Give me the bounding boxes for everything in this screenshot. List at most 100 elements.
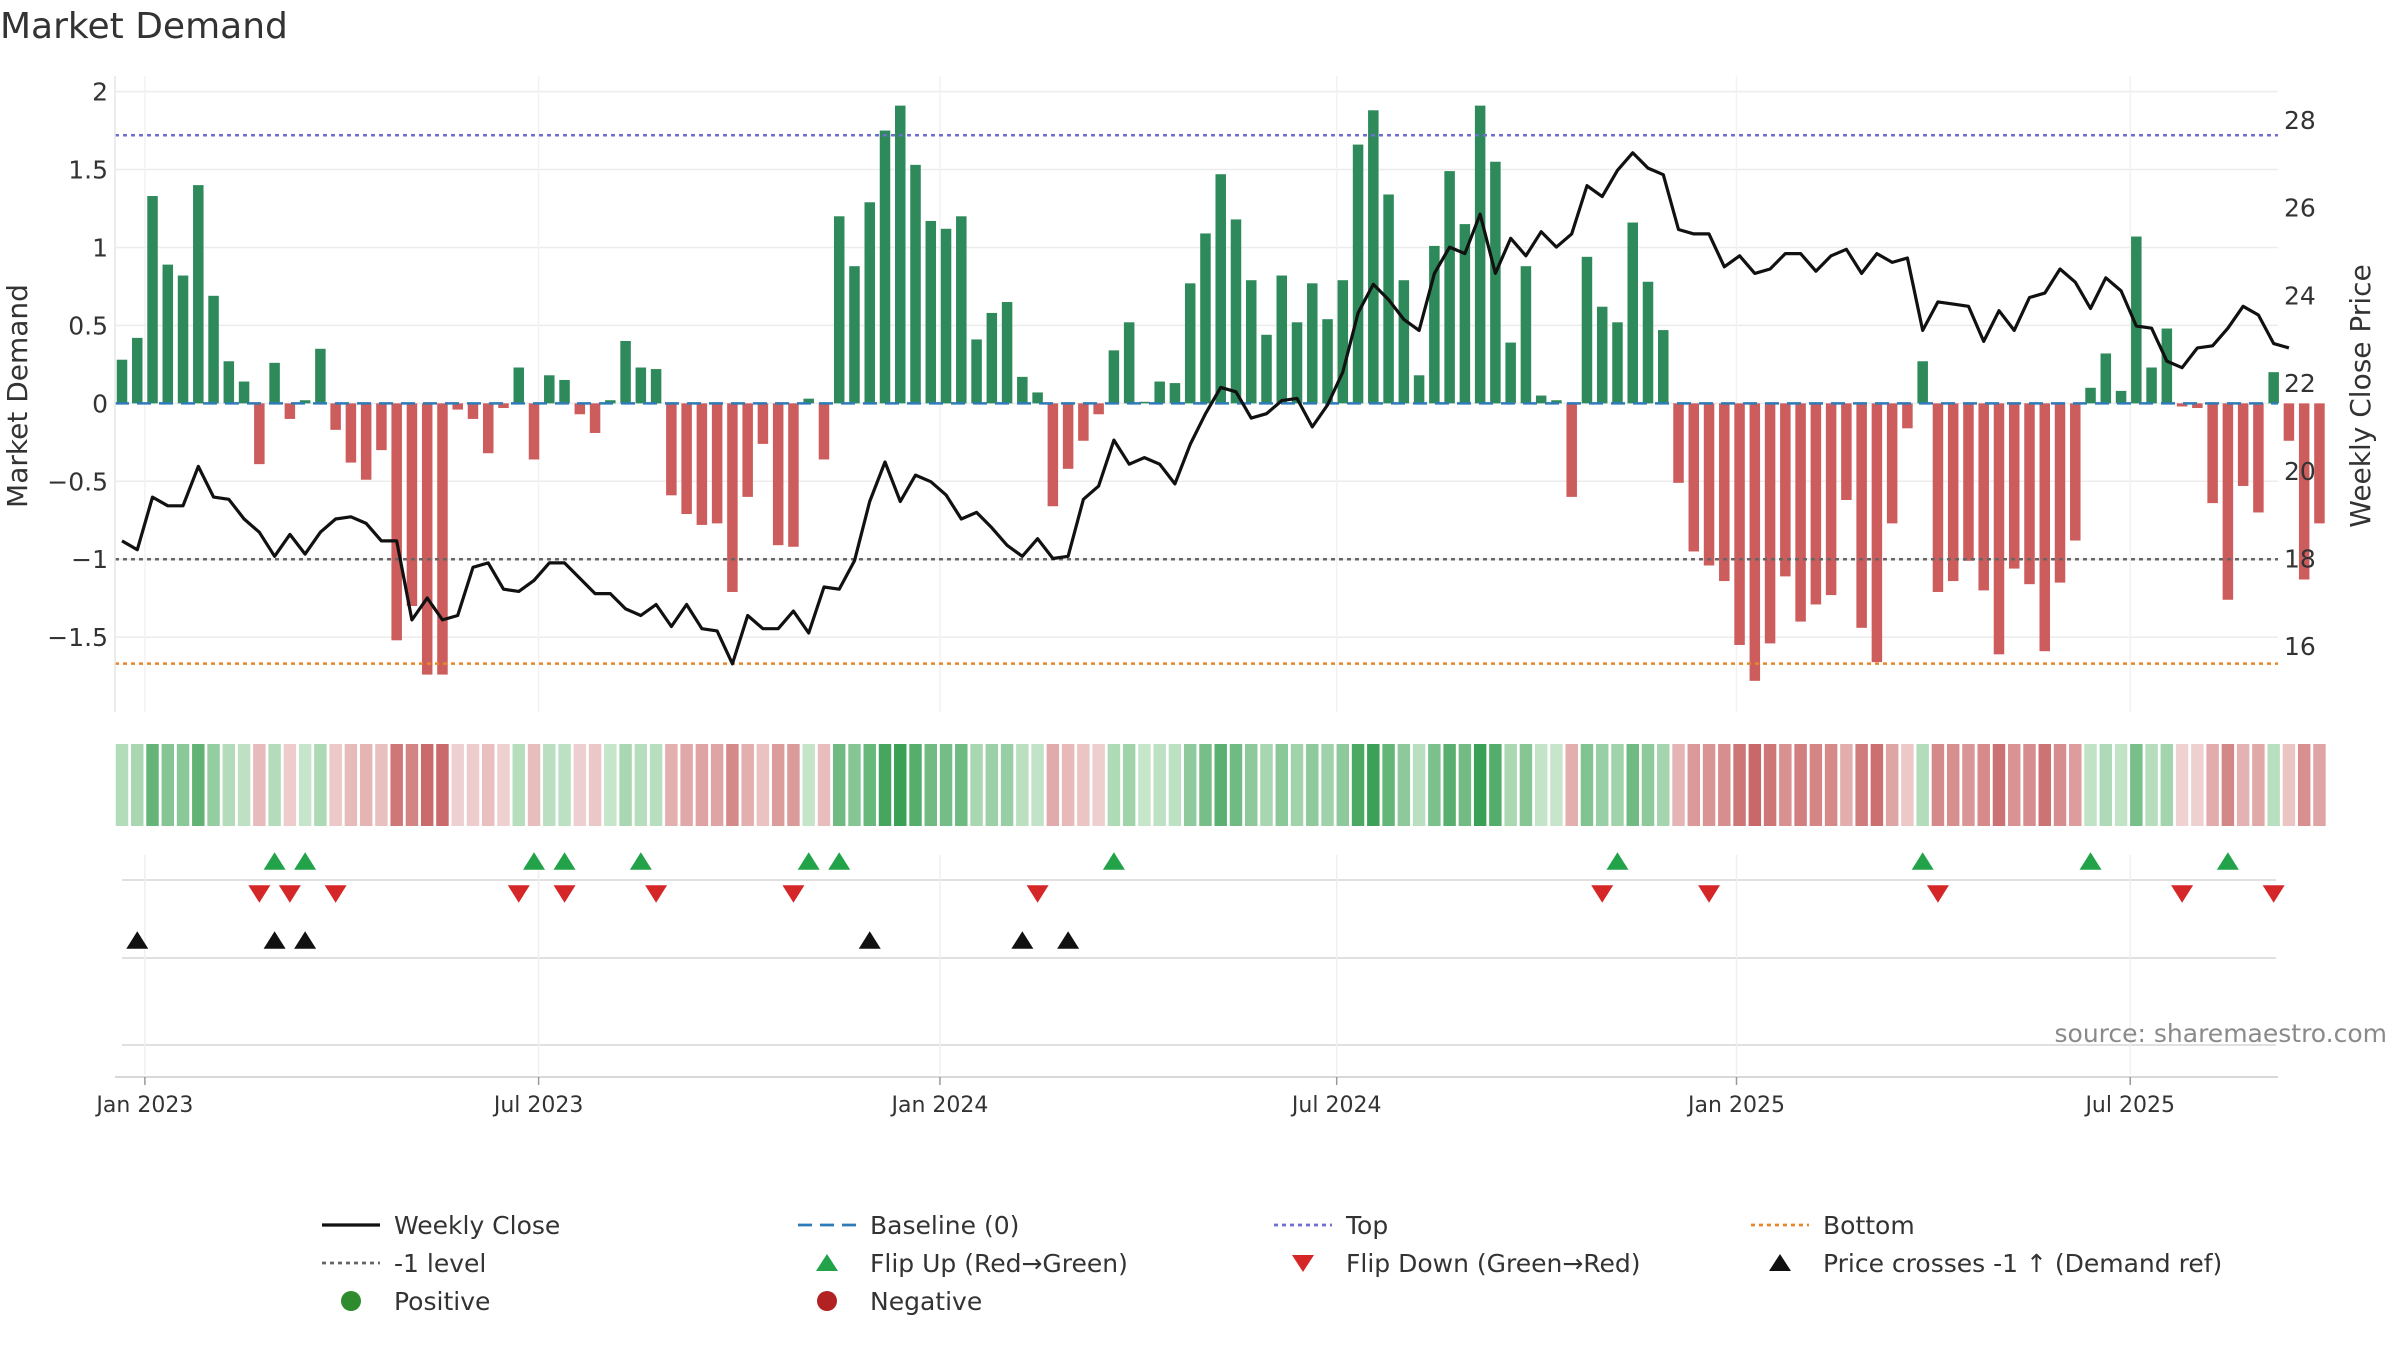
heat-cell [2069, 744, 2082, 826]
heat-cell [1397, 744, 1411, 826]
heat-cell [237, 744, 251, 826]
heat-cell [1641, 744, 1655, 826]
y-tick-label: 0 [92, 389, 108, 418]
heat-cell [1290, 744, 1304, 826]
flip-up-marker [1102, 852, 1125, 870]
heat-cell [2023, 744, 2036, 826]
positive-bar [925, 220, 937, 404]
positive-bar [1169, 383, 1181, 404]
negative-bar [1734, 403, 1745, 645]
negative-bar [345, 403, 357, 463]
heat-cell [1321, 744, 1334, 826]
heat-cell [405, 744, 419, 826]
legend: Weekly Close Baseline (0) Top Bottom -1 leve… [322, 1211, 2222, 1316]
positive-bar [1017, 376, 1028, 404]
negative-bar [2314, 403, 2325, 524]
legend-item: Bottom [1751, 1211, 1915, 1240]
flip-down-marker [2262, 885, 2285, 903]
heat-cell [543, 744, 556, 826]
flip-up-marker [828, 852, 851, 870]
positive-bar [1474, 105, 1486, 404]
heat-cell [1000, 744, 1014, 826]
positive-bar [1627, 222, 1638, 404]
positive-bar [223, 361, 235, 404]
heat-cell [1214, 744, 1227, 826]
heat-cell [314, 744, 327, 826]
heat-cell [1977, 744, 1990, 826]
heat-cell [1916, 744, 1929, 826]
positive-bar [2161, 328, 2173, 404]
positive-bar [1581, 256, 1593, 404]
positive-bar [1215, 174, 1226, 404]
negative-bar [1841, 403, 1852, 500]
negative-bar [330, 403, 341, 430]
heat-strip [115, 744, 2326, 826]
legend-label: Weekly Close [394, 1211, 560, 1240]
heat-cell [1794, 744, 1807, 826]
heat-cell [2236, 744, 2250, 826]
heat-cell [1534, 744, 1548, 826]
heat-cell [1550, 744, 1563, 826]
positive-bar [1322, 319, 1333, 404]
heat-cell [2160, 744, 2174, 826]
heat-cell [955, 744, 968, 826]
negative-bar [681, 403, 692, 515]
axes: 2 1.5 1 0.5 0 −0.5 −1 −1.5 28 26 24 22 20 18 16 [47, 76, 2316, 712]
heat-cell [1626, 744, 1639, 826]
heat-cell [2038, 744, 2051, 826]
positive-bar [864, 202, 875, 404]
heat-cell [1946, 744, 1960, 826]
positive-bar [1596, 306, 1608, 404]
heat-cell [2053, 744, 2067, 826]
heat-cell [1473, 744, 1487, 826]
positive-bar [620, 341, 631, 404]
positive-bar [1276, 275, 1288, 404]
heat-cell [649, 744, 663, 826]
heat-cell [2084, 744, 2097, 826]
positive-bar [956, 216, 967, 404]
x-tick-label: Jul 2024 [1290, 1093, 1382, 1118]
x-tick-label: Jan 2023 [94, 1093, 193, 1118]
negative-bar [2253, 403, 2264, 513]
positive-bar [162, 264, 174, 404]
heat-cell [939, 744, 953, 826]
flip-up-marker [1606, 852, 1629, 870]
heat-cell [604, 744, 617, 826]
positive-bar [1398, 280, 1410, 404]
negative-bar [360, 403, 372, 480]
positive-bar [1505, 342, 1516, 404]
heat-cell [771, 744, 785, 826]
negative-bar [711, 403, 723, 524]
heat-cell [1046, 744, 1060, 826]
chart-title: Market Demand [0, 6, 288, 47]
heat-cell [1306, 744, 1319, 826]
heat-cell [1870, 744, 1884, 826]
source-note: source: sharemaestro.com [2055, 1019, 2388, 1048]
negative-bar [1093, 403, 1104, 415]
legend-item: Negative [817, 1287, 982, 1316]
negative-bar [818, 403, 830, 460]
x-tick-label: Jan 2024 [889, 1093, 988, 1118]
positive-bar [1307, 283, 1318, 404]
heat-cell [1107, 744, 1121, 826]
negative-bar [406, 403, 418, 606]
heat-cell [2008, 744, 2021, 826]
negative-bar [727, 403, 738, 592]
negative-bar [2176, 403, 2188, 407]
negative-bar [1078, 403, 1089, 441]
heat-cell [1718, 744, 1731, 826]
heat-cell [878, 744, 892, 826]
heat-cell [420, 744, 434, 826]
positive-bar [895, 105, 906, 404]
negative-bar [1947, 403, 1959, 582]
y-tick-label: 0.5 [68, 311, 108, 340]
legend-label: Top [1345, 1211, 1388, 1240]
positive-bar [132, 337, 143, 404]
heat-cell [2267, 744, 2280, 826]
heat-cell [1367, 744, 1380, 826]
event-markers [122, 852, 2285, 1075]
positive-bar [1520, 266, 1532, 404]
legend-triangle-up-icon [816, 1254, 838, 1271]
positive-bar [116, 359, 128, 404]
negative-bar [1963, 403, 1974, 561]
